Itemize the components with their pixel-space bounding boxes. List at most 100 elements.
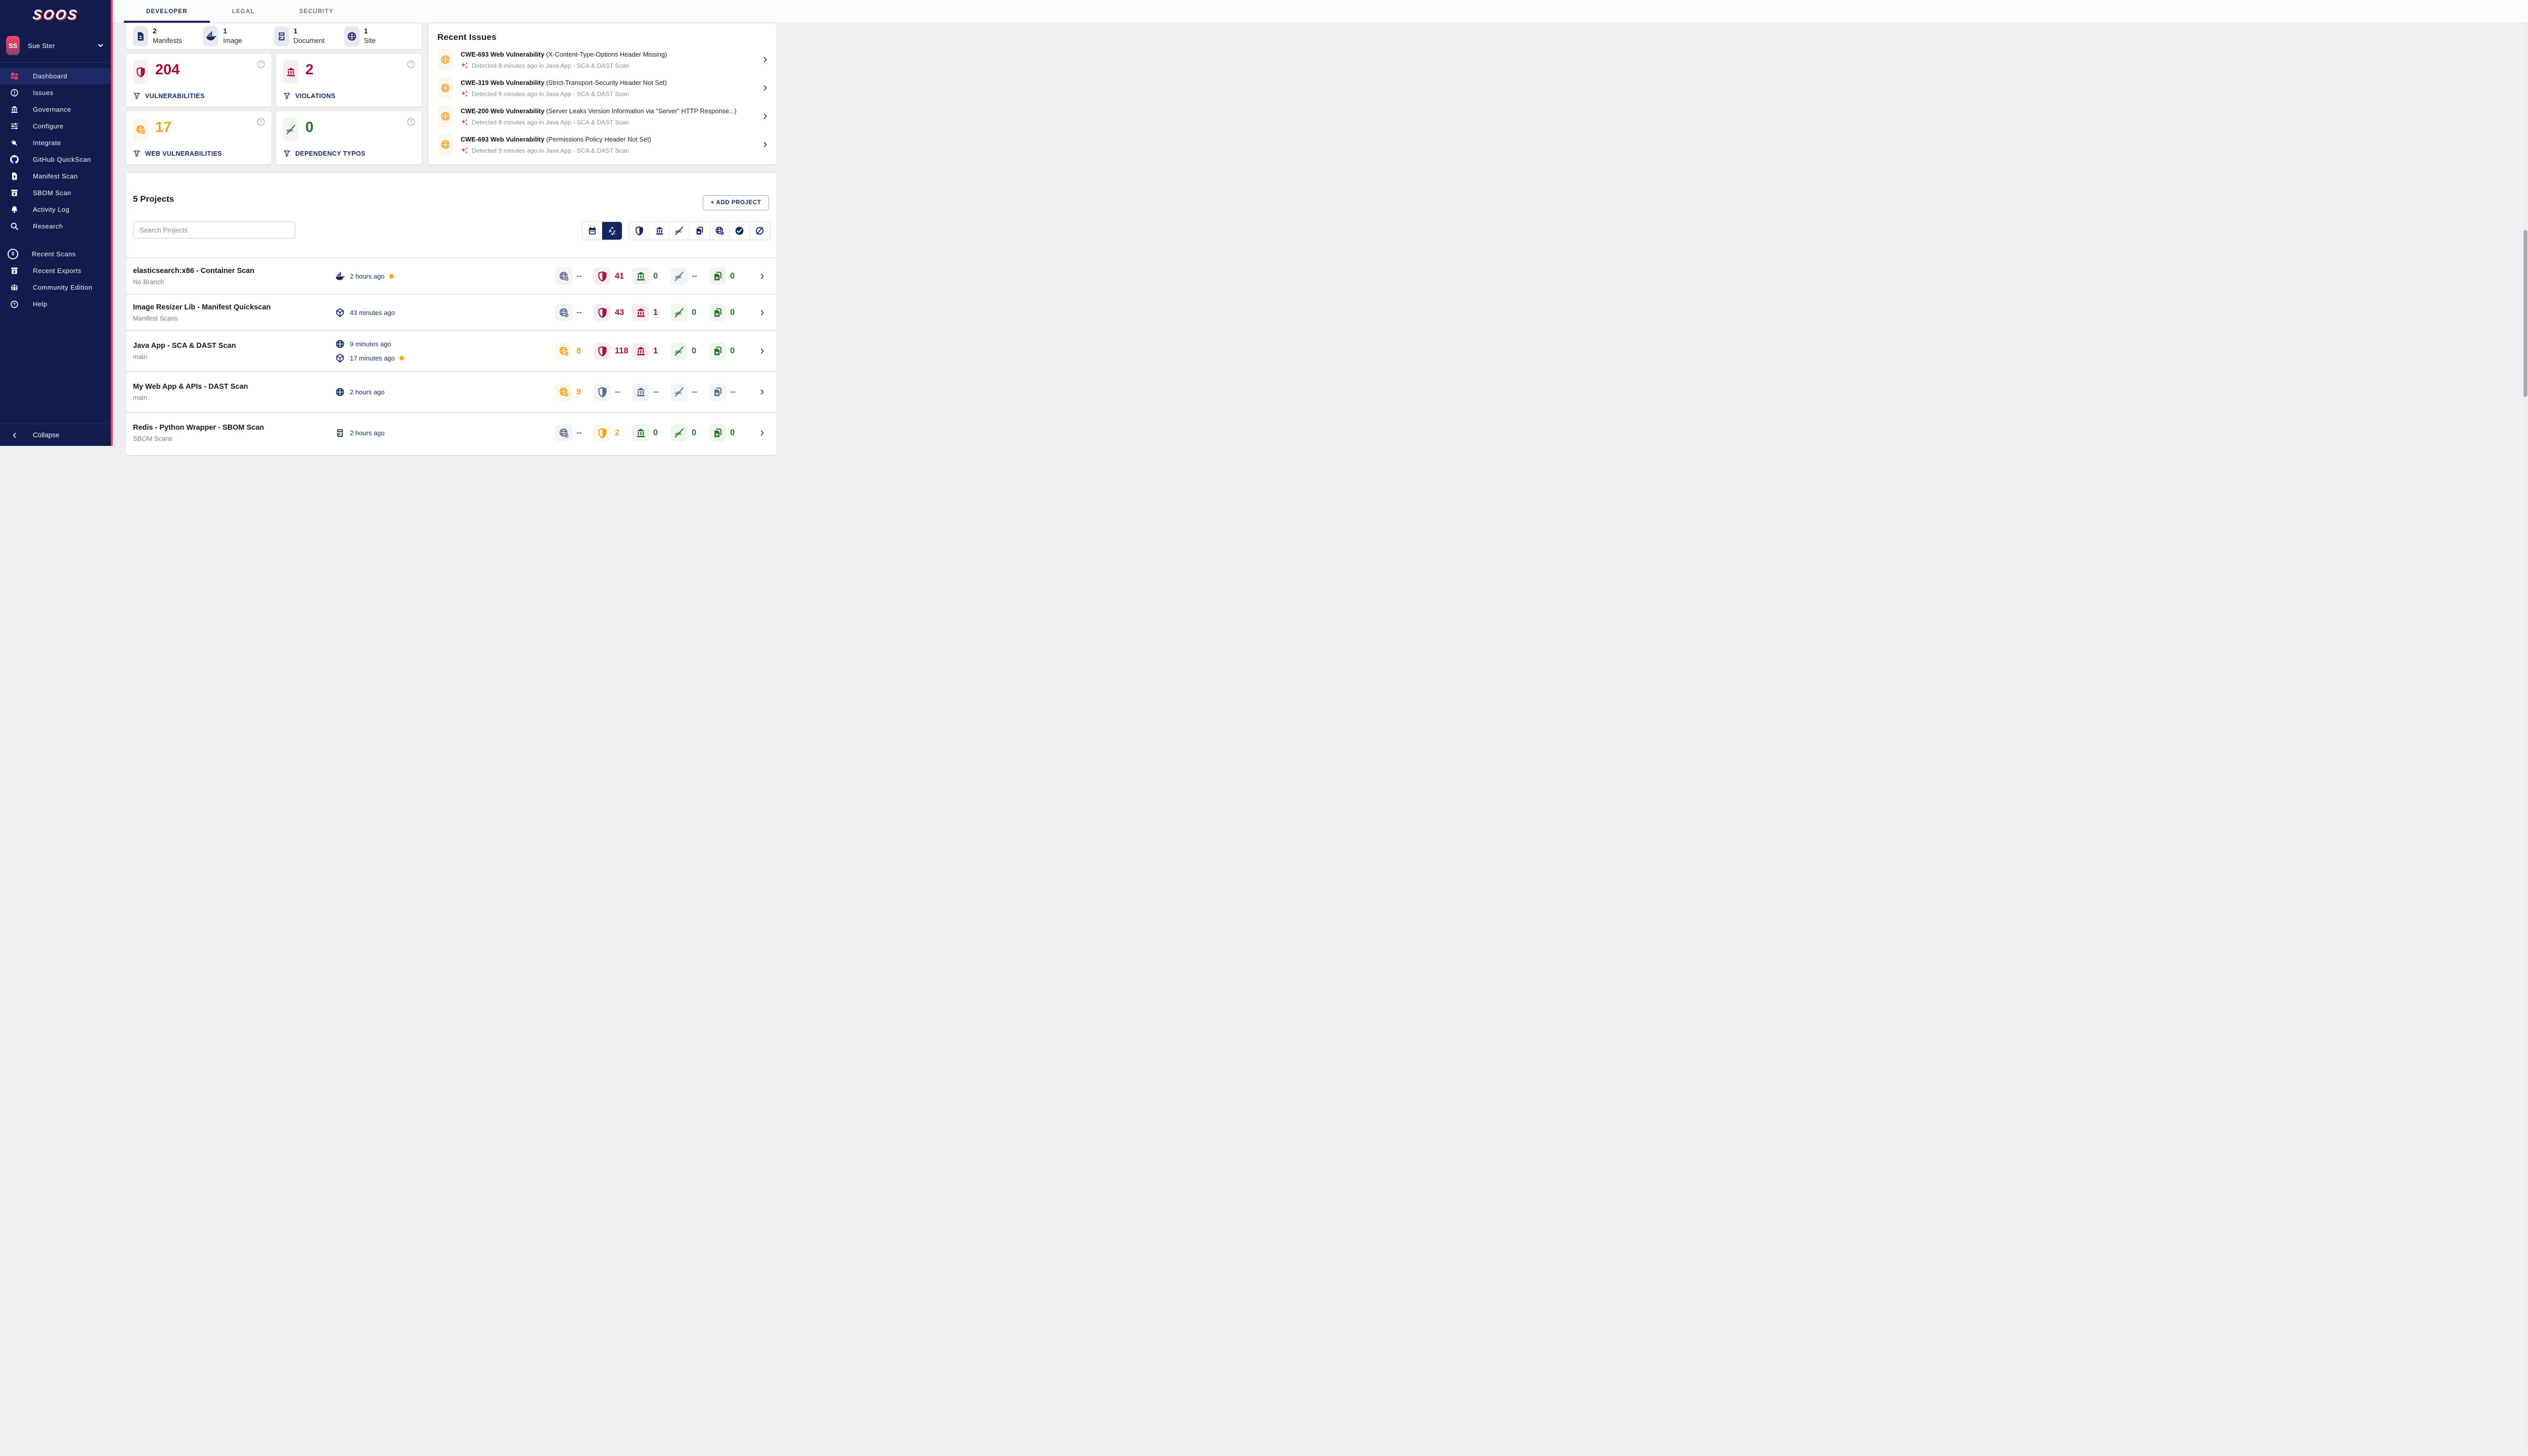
project-row-redis[interactable]: Redis - Python Wrapper - SBOM Scan SBOM …	[126, 412, 777, 452]
stat-count: --	[576, 428, 582, 437]
sort-alphabetical-button[interactable]	[602, 222, 622, 240]
issue-subtitle: (Permissions Policy Header Not Set)	[546, 135, 651, 143]
project-row-image-resizer[interactable]: Image Resizer Lib - Manifest Quickscan M…	[126, 294, 777, 330]
project-row-elasticsearch[interactable]: elasticsearch:x86 - Container Scan No Br…	[126, 257, 777, 294]
sidebar-item-sbom-scan[interactable]: SBOM Scan	[0, 185, 111, 201]
globe-slash-icon	[555, 304, 572, 321]
chevron-right-icon[interactable]	[762, 56, 769, 64]
sidebar-item-dashboard[interactable]: Dashboard	[0, 68, 111, 84]
asset-summary-card: 2 Manifests 1 Image 1 Document 1 Site	[125, 23, 422, 50]
sidebar-item-github-quickscan[interactable]: GitHub QuickScan	[0, 151, 111, 168]
filter-web-vulnerabilities-button[interactable]	[709, 222, 730, 240]
metric-label[interactable]: VIOLATIONS	[295, 92, 336, 100]
chevron-right-icon[interactable]	[759, 272, 765, 281]
bank-icon	[632, 342, 649, 360]
sidebar-item-label: SBOM Scan	[33, 189, 72, 197]
stat-count: 0	[730, 346, 735, 355]
shield-icon	[594, 424, 611, 441]
sidebar-item-recent-exports[interactable]: Recent Exports	[0, 262, 111, 279]
scrollbar-track[interactable]	[2523, 23, 2527, 1456]
stat-count: 0	[692, 428, 697, 437]
sidebar-item-configure[interactable]: Configure	[0, 118, 111, 134]
soos-logo: SOOS	[31, 7, 79, 22]
chevron-right-icon[interactable]	[759, 308, 765, 317]
help-icon[interactable]	[407, 60, 416, 69]
sidebar-item-manifest-scan[interactable]: Manifest Scan	[0, 168, 111, 185]
chevron-right-icon[interactable]	[759, 347, 765, 355]
project-name: elasticsearch:x86 - Container Scan	[133, 266, 255, 275]
tab-bar: DEVELOPER LEGAL SECURITY	[124, 0, 355, 23]
issue-row[interactable]: CWE-693 Web Vulnerability (Permissions P…	[428, 130, 777, 159]
chevron-right-icon[interactable]	[762, 84, 769, 92]
sidebar-item-governance[interactable]: Governance	[0, 101, 111, 118]
help-icon[interactable]	[407, 117, 416, 126]
help-icon[interactable]	[256, 117, 265, 126]
sidebar-item-help[interactable]: Help	[0, 296, 111, 312]
project-row-my-web-app[interactable]: My Web App & APIs - DAST Scan main 2 hou…	[126, 371, 777, 412]
metric-label[interactable]: VULNERABILITIES	[145, 92, 205, 100]
sidebar-item-activity-log[interactable]: Activity Log	[0, 201, 111, 218]
user-menu[interactable]: SS Sue Ster	[6, 35, 105, 56]
bank-icon	[632, 424, 649, 441]
search-input[interactable]	[133, 221, 295, 239]
stat-label: Manifests	[153, 36, 182, 44]
help-icon[interactable]	[256, 60, 265, 69]
sort-button-group	[582, 221, 622, 240]
bank-icon	[632, 383, 649, 401]
scrollbar-thumb[interactable]	[2523, 230, 2527, 397]
file-transfer-icon	[709, 304, 726, 321]
null-icon	[755, 226, 764, 236]
sidebar-item-community-edition[interactable]: Community Edition	[0, 279, 111, 296]
tab-security[interactable]: SECURITY	[299, 8, 334, 15]
sidebar-item-recent-scans[interactable]: 0 Recent Scans	[0, 246, 111, 262]
globe-slash-icon	[555, 383, 572, 401]
filter-transfer-button[interactable]	[690, 222, 710, 240]
scan-time: 17 minutes ago	[350, 354, 395, 362]
stat-count: 0	[653, 271, 658, 281]
filter-vulnerabilities-button[interactable]	[629, 222, 650, 240]
filter-resolved-button[interactable]	[730, 222, 750, 240]
help-circle-icon	[10, 300, 19, 309]
collapse-button[interactable]: Collapse	[0, 424, 111, 446]
chevron-right-icon[interactable]	[762, 112, 769, 120]
sparkles-icon	[461, 62, 468, 70]
issue-row[interactable]: CWE-693 Web Vulnerability (X-Content-Typ…	[428, 46, 777, 74]
stat-count: 41	[615, 271, 624, 281]
plug-icon	[10, 139, 19, 148]
chevron-right-icon[interactable]	[759, 388, 765, 396]
chevron-left-icon	[11, 431, 18, 439]
sort-by-date-button[interactable]	[582, 222, 602, 240]
abc-strike-icon	[670, 383, 688, 401]
metric-label[interactable]: WEB VULNERABILITIES	[145, 150, 222, 157]
sidebar-item-label: Governance	[33, 106, 71, 113]
user-name: Sue Ster	[28, 41, 55, 50]
issue-subtitle: (Server Leaks Version Information via "S…	[546, 107, 737, 115]
package-icon	[335, 308, 345, 317]
project-row-java-app[interactable]: Java App - SCA & DAST Scan main 9 minute…	[126, 330, 777, 371]
project-branch: Manifest Scans	[133, 314, 178, 322]
sidebar-item-label: Activity Log	[33, 206, 70, 213]
add-project-button[interactable]: + ADD PROJECT	[703, 195, 769, 210]
chevron-right-icon[interactable]	[759, 429, 765, 437]
issue-row[interactable]: CWE-319 Web Vulnerability (Strict-Transp…	[428, 74, 777, 102]
stat-count: 8	[576, 346, 581, 355]
stat-label: Document	[293, 36, 325, 44]
filter-typos-button[interactable]	[669, 222, 690, 240]
stat-count: --	[615, 387, 620, 396]
tab-legal[interactable]: LEGAL	[232, 8, 255, 15]
bank-icon	[655, 226, 664, 236]
metric-label[interactable]: DEPENDENCY TYPOS	[295, 150, 366, 157]
sidebar-item-integrate[interactable]: Integrate	[0, 134, 111, 151]
filter-violations-button[interactable]	[649, 222, 670, 240]
issue-row[interactable]: CWE-200 Web Vulnerability (Server Leaks …	[428, 102, 777, 130]
funnel-icon	[283, 92, 291, 100]
chevron-right-icon[interactable]	[762, 141, 769, 149]
funnel-icon	[133, 92, 141, 100]
status-dot	[399, 356, 404, 360]
sidebar-item-issues[interactable]: Issues	[0, 84, 111, 101]
ring-badge-icon: 0	[8, 249, 19, 259]
dependency-typos-card: 0 DEPENDENCY TYPOS	[276, 111, 422, 165]
sidebar-item-research[interactable]: Research	[0, 218, 111, 235]
tab-developer[interactable]: DEVELOPER	[124, 0, 210, 23]
filter-none-button[interactable]	[750, 222, 770, 240]
